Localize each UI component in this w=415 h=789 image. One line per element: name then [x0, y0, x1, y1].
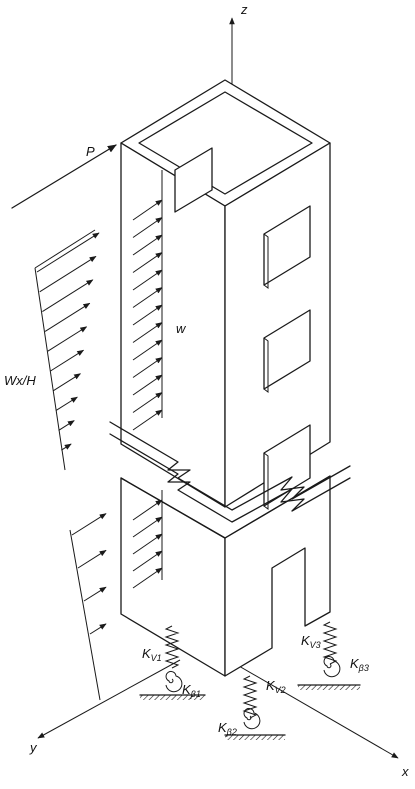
spring-v2: [242, 675, 258, 719]
triangular-load-arrow: [58, 420, 75, 431]
support-1-spring-symbol: K: [142, 646, 152, 661]
distributed-load-lower: [132, 490, 163, 589]
triangular-load-lower: [69, 513, 107, 701]
distributed-load-arrow: [132, 533, 163, 555]
distributed-load-arrow: [132, 516, 163, 538]
triangular-load-arrow: [47, 326, 88, 352]
point-load: P: [11, 144, 117, 209]
svg-text:Kβ1: Kβ1: [182, 682, 201, 699]
support-3-spring-symbol: K: [301, 633, 311, 648]
svg-text:KV3: KV3: [301, 633, 321, 650]
triangular-load-arrow: [61, 443, 72, 451]
z-axis-label: z: [240, 2, 248, 17]
support-3-rot-sub: β3: [358, 663, 369, 673]
upper-tower-segment: [120, 79, 331, 510]
distributed-load-arrow: [132, 567, 163, 589]
support-3-rot-symbol: K: [350, 656, 360, 671]
distributed-load-arrow: [132, 217, 163, 238]
distributed-load-arrow: [132, 409, 163, 431]
x-axis: [231, 661, 399, 759]
svg-text:KV1: KV1: [142, 646, 162, 663]
support-2-rot-sub: β2: [226, 727, 237, 737]
distributed-load-arrow: [132, 287, 163, 308]
triangular-load-arrow: [89, 623, 107, 635]
lower-right-face: [224, 475, 331, 677]
y-axis: [37, 659, 181, 739]
triangular-load-arrow: [44, 302, 91, 332]
triangular-load-arrow: [52, 373, 81, 392]
support-2: KV2 Kβ2: [218, 675, 286, 740]
rear-wall-window: [174, 147, 213, 213]
section-break-line: [109, 421, 351, 523]
distributed-load-upper: [132, 170, 163, 431]
x-axis-label: x: [401, 764, 409, 779]
distributed-load-arrow: [132, 234, 163, 256]
distributed-load-label: w: [176, 321, 187, 336]
triangular-load-arrow: [77, 549, 107, 569]
point-load-label: P: [86, 144, 95, 159]
support-2-spring-sub: V2: [275, 685, 286, 695]
right-face-windows: [263, 205, 311, 510]
triangular-load-arrow: [71, 513, 107, 536]
triangular-load-arrow: [83, 586, 107, 602]
spring-v1: [164, 625, 180, 669]
distributed-load-arrow: [132, 374, 163, 396]
distributed-load-arrow: [132, 357, 163, 378]
upper-left-face: [120, 142, 226, 508]
svg-text:Kβ3: Kβ3: [350, 656, 369, 673]
support-3: KV3 Kβ3: [297, 621, 369, 690]
distributed-load-arrow: [132, 499, 163, 521]
triangular-load-arrow: [50, 349, 85, 372]
distributed-load-arrow: [132, 199, 163, 221]
triangular-load-arrow: [39, 255, 97, 293]
triangular-load-arrow: [36, 232, 100, 273]
distributed-load-arrow: [132, 252, 163, 273]
support-3-spring-sub: V3: [310, 640, 321, 650]
window-2: [263, 309, 311, 390]
triangular-load-arrow: [55, 396, 78, 412]
distributed-load-arrow: [132, 550, 163, 572]
distributed-load-arrow: [132, 392, 163, 413]
y-axis-label: y: [29, 740, 38, 755]
distributed-load-arrow: [132, 304, 163, 326]
triangular-load-arrow: [42, 279, 94, 313]
distributed-load-arrow: [132, 322, 163, 343]
rotational-spring-beta1: [165, 670, 183, 693]
support-1-rot-symbol: K: [182, 682, 192, 697]
support-1: KV1 Kβ1: [139, 625, 206, 700]
support-2-spring-symbol: K: [266, 678, 276, 693]
rotational-spring-beta3: [323, 655, 341, 678]
window-1: [263, 205, 311, 286]
triangular-load-label: Wx/H: [4, 373, 36, 388]
distributed-load-arrow: [132, 269, 163, 291]
svg-text:Kβ2: Kβ2: [218, 720, 237, 737]
support-2-rot-symbol: K: [218, 720, 228, 735]
support-1-rot-sub: β1: [190, 689, 201, 699]
distributed-load-arrow: [132, 339, 163, 361]
rotational-spring-beta2: [243, 707, 261, 730]
support-1-spring-sub: V1: [151, 653, 162, 663]
svg-text:KV2: KV2: [266, 678, 286, 695]
triangular-load-upper: Wx/H: [4, 229, 100, 471]
